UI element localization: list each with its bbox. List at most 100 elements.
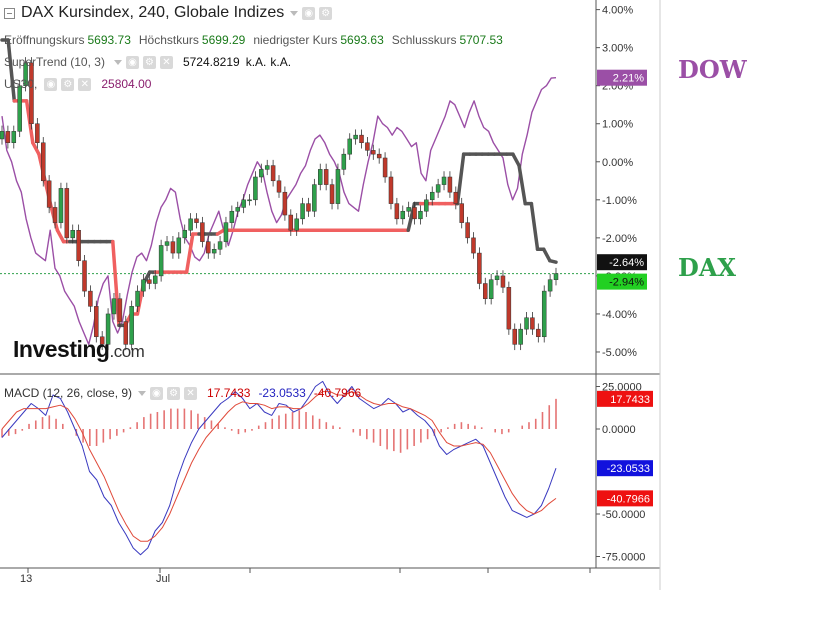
dax-candle-body [412,207,417,220]
gear-icon[interactable]: ⚙ [167,386,181,400]
dax-candle-body [52,207,58,223]
eye-icon[interactable]: ◉ [44,77,58,91]
high-label: Höchstkurs [138,33,199,47]
dax-candle-body [135,290,140,307]
dax-candle-body [441,176,447,185]
dax-candle-body [376,153,382,159]
dax-candle-body [353,134,358,140]
dax-last-badge: -2.94% [609,277,644,289]
signal-line [1,391,557,542]
macd-label: MACD (12, 26, close, 9) [4,386,133,400]
dax-candle-body [11,131,17,144]
supertrend-label: SuperTrend (10, 3) [4,55,105,69]
dax-candle-body [94,306,99,338]
dax-last-badge-bg [597,273,647,290]
dax-candle-body [164,241,170,246]
dax-candle-body [547,279,553,292]
macd-y-tick-label: 0.0000 [602,424,636,436]
y-tick-label: -5.00% [602,347,637,359]
dax-candle-body [435,184,441,193]
chevron-down-icon[interactable] [138,390,147,396]
dax-candle-body [194,218,199,223]
gear-icon[interactable]: ⚙ [142,55,156,69]
gear-icon[interactable]: ⚙ [319,6,333,20]
dax-annotation: DAX [678,253,737,282]
supertrend-segment [529,201,540,252]
supertrend-segment [541,247,552,263]
dax-candle-body [329,184,335,204]
dax-candle-body [483,283,488,299]
eye-icon[interactable]: ◉ [302,6,316,20]
macd-y-tick-label: -50.0000 [602,509,645,521]
dax-candle-body [524,317,529,330]
chevron-down-icon[interactable] [113,59,122,65]
compare-value: 25804.00 [101,77,152,91]
eye-icon[interactable]: ◉ [150,386,164,400]
dax-candle-body [123,321,129,345]
dax-candle-body [23,62,28,86]
dax-candle-body [453,191,459,204]
dax-candle-body [536,328,541,338]
open-label: Eröffnungskurs [4,33,85,47]
close-icon[interactable]: ✕ [159,55,173,69]
close-icon[interactable]: ✕ [78,77,92,91]
y-tick-label: 1.00% [602,119,633,131]
dax-candle-body [341,153,347,170]
logo-main: Investing [13,336,110,362]
dax-candle-body [288,214,294,231]
y-tick-label: -2.00% [602,233,637,245]
macd-hist-badge-bg [597,390,653,407]
dax-candle-body [17,85,22,132]
dax-candle-body [477,252,482,284]
investing-logo: Investing.com [13,336,145,363]
dax-candle-body [0,131,5,140]
dax-candle-body [276,180,282,193]
y-tick-label: 3.00% [602,43,633,55]
dax-candle-body [211,249,217,254]
supertrend-last-badge: -2.64% [609,257,644,269]
dax-candle-body [518,328,523,345]
dax-candle-body [46,180,52,208]
high-value: 5699.29 [201,33,246,47]
dax-candle-body [117,298,123,322]
supertrend-segment [517,163,527,206]
dax-candle-body [200,222,205,242]
dax-candle-body [99,336,105,345]
y-tick-label: 4.00% [602,5,633,17]
low-label: niedrigster Kurs [253,33,338,47]
dax-candle-body [58,188,64,223]
dax-candle-body [347,138,352,155]
supertrend-segment [511,152,521,168]
dax-candle-body [111,298,117,315]
supertrend-segment [184,232,195,274]
dax-candle-body [105,313,111,345]
close-icon[interactable]: ✕ [184,386,198,400]
collapse-icon[interactable] [4,7,15,19]
supertrend-row: SuperTrend (10, 3) ◉ ⚙ ✕ 5724.8219 k.A. … [4,55,291,69]
dow-last-badge-bg [597,69,647,86]
dax-candle-body [418,210,423,220]
dax-candle-body [359,134,364,144]
dax-candle-body [429,191,435,201]
supertrend-segment [6,38,17,103]
macd-signal-value: -40.7966 [313,386,362,400]
dax-candle-body [382,157,388,178]
dax-candle-body [530,317,535,330]
dax-candle-body [235,207,240,212]
dax-candle-body [512,328,517,345]
dax-candle-body [282,191,288,216]
close-value: 5707.53 [459,33,503,47]
dax-candle-body [247,199,252,202]
dax-candle-body [447,176,453,193]
dax-candle-body [300,203,305,220]
dow-annotation: DOW [678,55,747,84]
dax-candle-body [158,245,164,277]
chevron-down-icon[interactable] [290,10,299,16]
gear-icon[interactable]: ⚙ [61,77,75,91]
dax-candle-body [394,203,400,220]
macd-y-tick-label: 25.0000 [602,382,642,394]
open-value: 5693.73 [87,33,131,47]
y-tick-label: 0.00% [602,157,633,169]
eye-icon[interactable]: ◉ [125,55,139,69]
